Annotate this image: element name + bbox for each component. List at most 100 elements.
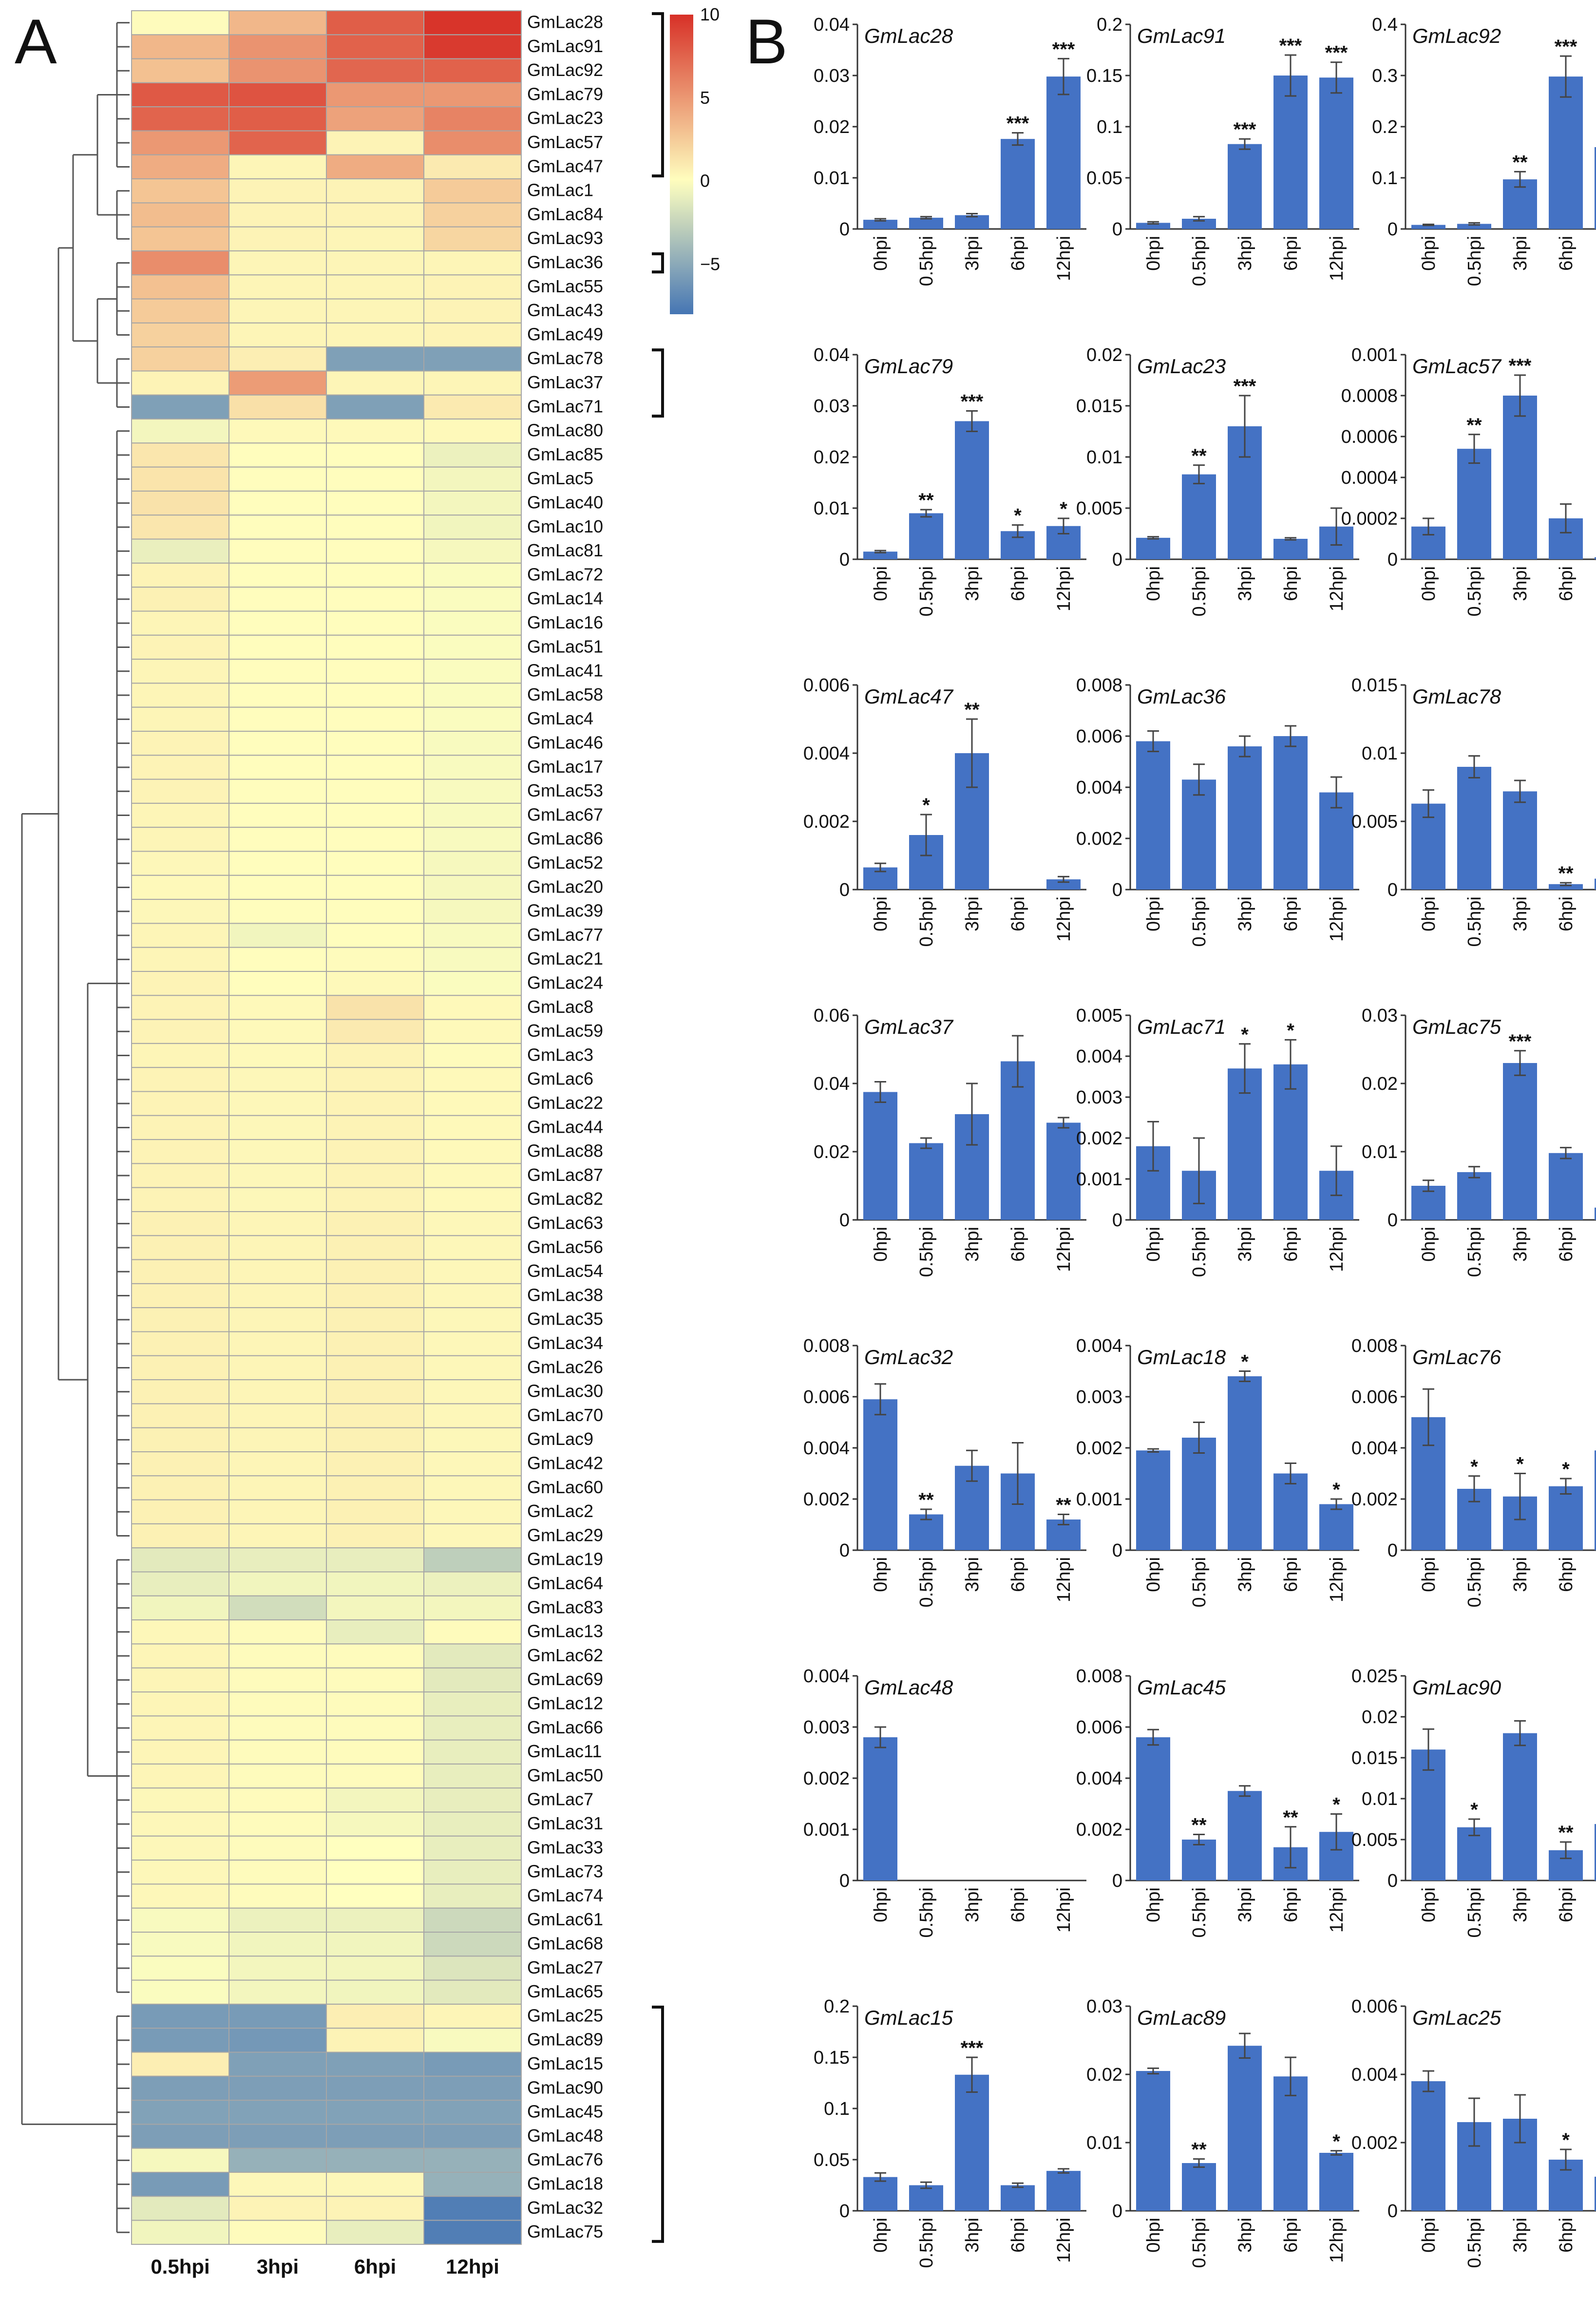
heatmap-cell xyxy=(131,1475,229,1500)
heatmap-cell xyxy=(326,1595,424,1621)
heatmap-cell xyxy=(228,202,327,228)
significance-marker: *** xyxy=(1279,35,1302,57)
heatmap-cell xyxy=(228,587,327,612)
y-tick-label: 0 xyxy=(839,1871,850,1891)
y-tick-label: 0.04 xyxy=(814,1074,850,1094)
y-tick-label: 0.005 xyxy=(1076,498,1122,519)
gene-label: GmLac6 xyxy=(527,1069,593,1089)
gene-label: GmLac54 xyxy=(527,1261,603,1281)
heatmap-cell xyxy=(131,587,229,612)
heatmap-cell xyxy=(326,1451,424,1477)
heatmap-cell xyxy=(131,2028,229,2053)
y-tick-label: 0.002 xyxy=(803,1768,850,1789)
y-tick-label: 0 xyxy=(1112,880,1122,900)
y-tick-label: 0.004 xyxy=(1351,1438,1398,1459)
bar xyxy=(1319,2153,1353,2211)
heatmap-cell xyxy=(131,346,229,372)
heatmap-cell xyxy=(423,1067,522,1092)
significance-marker: * xyxy=(1241,1024,1249,1045)
heatmap-cell xyxy=(326,2051,424,2077)
column-label: 0.5hpi xyxy=(151,2255,209,2278)
heatmap-cell xyxy=(131,1259,229,1284)
heatmap-cell xyxy=(228,2147,327,2173)
heatmap-cell xyxy=(326,1283,424,1309)
heatmap-cell xyxy=(326,947,424,972)
cluster-bracket xyxy=(652,348,664,418)
heatmap-cell xyxy=(326,2172,424,2197)
x-tick-label: 6hpi xyxy=(1556,566,1577,601)
heatmap-cell xyxy=(423,34,522,59)
gene-label: GmLac13 xyxy=(527,1621,603,1641)
gene-label: GmLac9 xyxy=(527,1429,593,1449)
heatmap-cell xyxy=(131,274,229,300)
gene-label: GmLac88 xyxy=(527,1141,603,1161)
y-tick-label: 0.006 xyxy=(1351,1387,1398,1407)
x-tick-label: 3hpi xyxy=(1510,1227,1531,1262)
heatmap-cell xyxy=(423,1883,522,1909)
heatmap-cell xyxy=(326,1403,424,1428)
bar xyxy=(1046,879,1081,890)
heatmap-cell xyxy=(423,731,522,756)
bar xyxy=(1549,884,1583,890)
y-tick-label: 0.002 xyxy=(803,1489,850,1510)
chart-title: GmLac91 xyxy=(1137,24,1226,47)
x-tick-label: 6hpi xyxy=(1008,1887,1028,1922)
heatmap-cell xyxy=(423,1523,522,1549)
gene-label: GmLac23 xyxy=(527,108,603,128)
bar xyxy=(1411,2081,1445,2211)
heatmap-cell xyxy=(228,2220,327,2245)
heatmap-cell xyxy=(423,971,522,996)
bar xyxy=(1273,2076,1308,2211)
x-tick-label: 12hpi xyxy=(1054,566,1074,611)
gene-label: GmLac77 xyxy=(527,925,603,945)
heatmap-cell xyxy=(228,491,327,516)
heatmap-cell xyxy=(228,1956,327,1981)
heatmap-cell xyxy=(423,538,522,564)
y-tick-label: 0.006 xyxy=(803,1387,850,1407)
heatmap-cell xyxy=(228,466,327,492)
heatmap-cell xyxy=(228,1860,327,1885)
bar xyxy=(1228,746,1262,890)
heatmap-cell xyxy=(131,418,229,444)
significance-marker: *** xyxy=(1234,376,1256,397)
heatmap-cell xyxy=(326,250,424,276)
heatmap-cell xyxy=(326,2124,424,2149)
y-tick-label: 0.025 xyxy=(1351,1666,1398,1687)
heatmap-cell xyxy=(228,418,327,444)
bar-chart: 00.010.020.030.04 GmLac790hpi**0.5hpi***3… xyxy=(814,345,1086,617)
x-tick-label: 0.5hpi xyxy=(1464,1557,1485,1608)
colorbar-tick: −5 xyxy=(700,254,720,274)
x-tick-label: 0hpi xyxy=(1419,566,1439,601)
heatmap-cell xyxy=(131,1355,229,1381)
y-tick-label: 0.004 xyxy=(803,1666,850,1687)
heatmap-cell xyxy=(131,874,229,900)
x-tick-label: 6hpi xyxy=(1281,566,1301,601)
x-tick-label: 0hpi xyxy=(871,566,891,601)
bar-chart: 0 0.002 0.004 0.006 GmLac47 0hpi * 0.5hpi ** 3hpi… xyxy=(803,675,1086,947)
heatmap-cell xyxy=(423,1619,522,1645)
bar xyxy=(863,2177,897,2211)
x-tick-label: 3hpi xyxy=(962,1557,983,1592)
x-tick-label: 0.5hpi xyxy=(1189,1557,1210,1608)
heatmap-cell xyxy=(423,274,522,300)
heatmap-cell xyxy=(326,2196,424,2221)
gene-label: GmLac70 xyxy=(527,1405,603,1425)
gene-label: GmLac5 xyxy=(527,468,593,488)
colorbar-tick: 10 xyxy=(700,4,720,24)
gene-label: GmLac90 xyxy=(527,2077,603,2097)
y-tick-label: 0.01 xyxy=(1362,1789,1398,1809)
heatmap-cell xyxy=(131,2075,229,2101)
heatmap-cell xyxy=(423,250,522,276)
heatmap-cell xyxy=(423,1907,522,1933)
heatmap-cell xyxy=(131,1860,229,1885)
heatmap-cell xyxy=(228,1187,327,1212)
heatmap-cell xyxy=(131,1739,229,1765)
heatmap-cell xyxy=(326,130,424,155)
bar xyxy=(1136,223,1170,229)
heatmap-cell xyxy=(326,34,424,59)
bar xyxy=(1182,2163,1216,2211)
heatmap-cell xyxy=(131,1619,229,1645)
gene-label: GmLac91 xyxy=(527,36,603,56)
gene-label: GmLac3 xyxy=(527,1045,593,1064)
heatmap-cell xyxy=(326,58,424,83)
